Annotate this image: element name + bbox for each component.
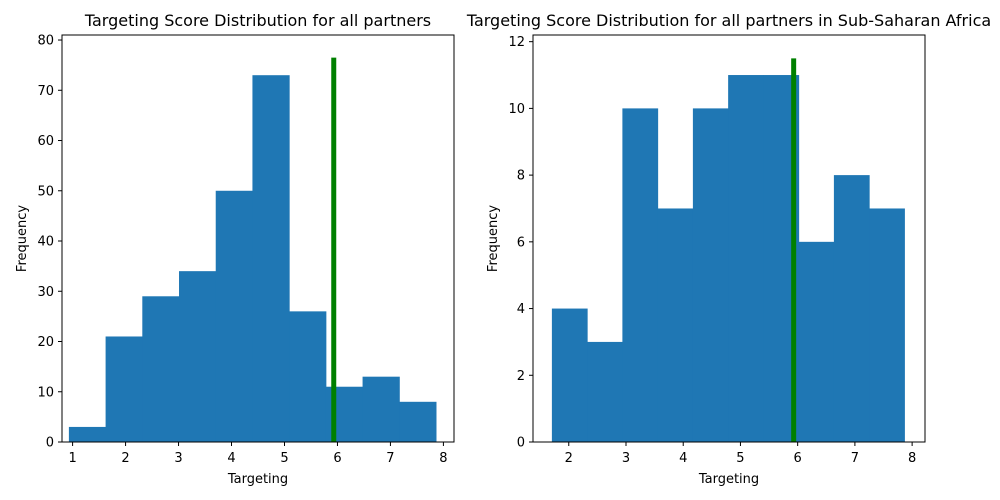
- histogram-bar: [587, 341, 623, 442]
- x-tick-label: 4: [227, 451, 235, 466]
- chart-title: Targeting Score Distribution for all par…: [84, 11, 431, 30]
- histogram-bar: [833, 175, 870, 443]
- histogram-bar: [622, 108, 659, 443]
- histogram-bar: [289, 311, 327, 442]
- axes-frame: [61, 34, 455, 443]
- histogram-bar: [68, 426, 107, 442]
- y-tick-label: 40: [37, 235, 54, 250]
- x-tick-label: 5: [280, 451, 288, 466]
- y-tick-label: 20: [37, 335, 54, 350]
- x-tick-label: 8: [908, 451, 916, 466]
- chart-title: Targeting Score Distribution for all par…: [466, 11, 991, 30]
- y-tick-label: 4: [517, 302, 525, 317]
- y-tick-label: 6: [517, 235, 525, 250]
- x-tick-label: 3: [174, 451, 182, 466]
- histogram-bar: [692, 108, 729, 443]
- x-tick-label: 2: [121, 451, 129, 466]
- x-tick-label: 5: [736, 451, 744, 466]
- y-tick-label: 30: [37, 285, 54, 300]
- y-axis-label: Frequency: [15, 205, 30, 272]
- y-tick-label: 2: [517, 369, 525, 384]
- x-tick-label: 7: [851, 451, 859, 466]
- histogram-bar: [252, 75, 290, 442]
- x-tick-label: 7: [386, 451, 394, 466]
- x-tick-label: 8: [439, 451, 447, 466]
- histogram-bar: [142, 296, 180, 442]
- chart-sub-saharan-africa: 2 3 4 5 6 7 8 0 2 4 6 8 10 12 Targeting Score Distribu…: [466, 11, 991, 487]
- histogram-bar: [362, 376, 400, 442]
- y-tick-label: 12: [508, 35, 525, 50]
- y-tick-label: 0: [517, 436, 525, 451]
- histogram-bar: [399, 401, 437, 442]
- histogram-bar: [105, 336, 143, 442]
- y-tick-label: 10: [37, 385, 54, 400]
- histogram-bar: [657, 208, 694, 442]
- x-tick-label: 4: [679, 451, 687, 466]
- histogram-bar: [551, 308, 588, 442]
- x-tick-label: 6: [794, 451, 802, 466]
- y-tick-label: 0: [46, 436, 54, 451]
- x-axis-label: Targeting: [698, 472, 759, 487]
- y-tick-label: 8: [517, 169, 525, 184]
- axes-frame: [532, 34, 926, 443]
- y-tick-label: 70: [37, 84, 54, 99]
- x-axis-label: Targeting: [227, 472, 288, 487]
- y-tick-label: 10: [508, 102, 525, 117]
- histogram-bar: [728, 75, 764, 443]
- y-tick-label: 50: [37, 184, 54, 199]
- x-tick-label: 6: [333, 451, 341, 466]
- x-tick-label: 2: [565, 451, 573, 466]
- x-tick-label: 1: [68, 451, 76, 466]
- histogram-bar: [179, 271, 217, 442]
- histogram-bar: [215, 190, 253, 442]
- histogram-bar: [869, 208, 905, 442]
- y-tick-label: 80: [37, 34, 54, 49]
- x-tick-label: 3: [622, 451, 630, 466]
- y-tick-label: 60: [37, 134, 54, 149]
- y-axis-label: Frequency: [486, 205, 501, 272]
- histogram-bar: [798, 241, 835, 442]
